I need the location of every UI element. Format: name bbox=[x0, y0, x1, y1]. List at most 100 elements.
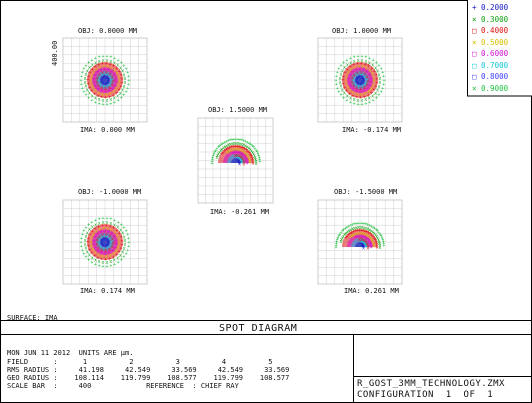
spot-marker: + bbox=[349, 100, 352, 106]
spot-marker: + bbox=[373, 88, 376, 94]
spot-marker: + bbox=[373, 236, 376, 242]
spot-marker: + bbox=[115, 253, 118, 259]
spot-marker: x bbox=[96, 80, 99, 86]
spot-marker: + bbox=[122, 225, 125, 231]
spot-marker: x bbox=[351, 233, 354, 239]
spot-marker: + bbox=[245, 159, 248, 165]
spot-marker: x bbox=[110, 228, 113, 234]
spot-marker: + bbox=[223, 140, 226, 146]
spot-marker: x bbox=[98, 72, 101, 78]
spot-marker: x bbox=[343, 91, 346, 97]
spot-marker: + bbox=[364, 55, 367, 61]
spot-marker: x bbox=[243, 150, 246, 156]
spot-marker: x bbox=[247, 146, 250, 152]
spot-marker: + bbox=[357, 84, 360, 90]
spot-marker: + bbox=[109, 77, 112, 83]
spot-marker: + bbox=[110, 231, 113, 237]
spot-marker: + bbox=[335, 82, 338, 88]
spot-marker: + bbox=[101, 223, 104, 229]
spot-marker: x bbox=[372, 75, 375, 81]
spot-marker: x bbox=[94, 250, 97, 256]
spot-marker: x bbox=[101, 260, 104, 266]
spot-marker: + bbox=[346, 234, 349, 240]
spot-marker: x bbox=[123, 234, 126, 240]
spot-marker: x bbox=[239, 148, 242, 154]
spot-marker: + bbox=[230, 145, 233, 151]
spot-marker: + bbox=[120, 242, 123, 248]
field-2-obj-label: OBJ: 1.0000 MM bbox=[332, 27, 392, 35]
spot-marker: x bbox=[374, 91, 377, 97]
spot-marker: x bbox=[351, 80, 354, 86]
spot-marker: + bbox=[354, 229, 357, 235]
spot-marker: + bbox=[342, 227, 345, 233]
spot-marker: + bbox=[113, 218, 116, 224]
spot-marker: + bbox=[377, 230, 380, 236]
spot-marker: x bbox=[123, 246, 126, 252]
spot-marker: x bbox=[374, 232, 377, 238]
spot-marker: x bbox=[91, 62, 94, 68]
spot-marker: + bbox=[232, 150, 235, 156]
spot-marker: + bbox=[345, 225, 348, 231]
spot-marker: + bbox=[93, 238, 96, 244]
spot-marker: x bbox=[358, 237, 361, 243]
spot-marker: + bbox=[355, 68, 358, 74]
spot-marker: + bbox=[218, 143, 221, 149]
spot-marker: x bbox=[226, 150, 229, 156]
spot-marker: x bbox=[225, 143, 228, 149]
spot-marker: + bbox=[381, 86, 384, 92]
spot-marker: x bbox=[254, 159, 257, 165]
spot-marker: + bbox=[79, 78, 82, 84]
spot-marker: + bbox=[248, 141, 251, 147]
spot-marker: + bbox=[337, 235, 340, 241]
spot-marker: x bbox=[237, 159, 240, 165]
spot-marker: x bbox=[103, 237, 106, 243]
spot-marker: x bbox=[238, 160, 241, 166]
spot-marker: + bbox=[253, 146, 256, 152]
spot-marker: + bbox=[90, 98, 93, 104]
spot-marker: + bbox=[112, 225, 115, 231]
spot-marker: x bbox=[364, 97, 367, 103]
spot-marker: x bbox=[367, 89, 370, 95]
spot-marker: x bbox=[378, 80, 381, 86]
field-1-ima-label: IMA: 0.000 MM bbox=[80, 126, 135, 134]
date-units-line: MON JUN 11 2012 UNITS ARE µm. bbox=[7, 349, 134, 357]
spot-marker: x bbox=[346, 85, 349, 91]
spot-marker: + bbox=[342, 74, 345, 80]
spot-marker: + bbox=[368, 100, 371, 106]
spot-marker: + bbox=[88, 85, 91, 91]
spot-marker: + bbox=[370, 66, 373, 72]
spot-marker: x bbox=[117, 241, 120, 247]
spot-marker: + bbox=[94, 100, 97, 106]
spot-marker: x bbox=[364, 226, 367, 232]
spot-marker: + bbox=[380, 89, 383, 95]
spot-marker: + bbox=[334, 245, 337, 251]
field-2-ima-label: IMA: -0.174 MM bbox=[342, 126, 402, 134]
spot-marker: + bbox=[87, 60, 90, 66]
spot-marker: x bbox=[366, 243, 369, 249]
spot-marker: + bbox=[258, 159, 261, 165]
spot-marker: + bbox=[81, 232, 84, 238]
spot-marker: + bbox=[94, 84, 97, 90]
spot-marker: + bbox=[106, 84, 109, 90]
spot-marker: x bbox=[371, 240, 374, 246]
spot-marker: + bbox=[102, 102, 105, 108]
spot-marker: + bbox=[101, 61, 104, 67]
spot-marker: + bbox=[216, 146, 219, 152]
spot-marker: x bbox=[368, 68, 371, 74]
spot-marker: + bbox=[94, 56, 97, 62]
spot-marker: + bbox=[367, 238, 370, 244]
spot-marker: + bbox=[107, 230, 110, 236]
spot-marker: x bbox=[353, 59, 356, 65]
spot-marker: + bbox=[113, 72, 116, 78]
spot-marker: + bbox=[336, 86, 339, 92]
spot-marker: + bbox=[256, 151, 259, 157]
spot-marker: x bbox=[115, 86, 118, 92]
spot-marker: + bbox=[104, 251, 107, 257]
spot-marker: x bbox=[215, 155, 218, 161]
spot-marker: + bbox=[109, 224, 112, 230]
spot-marker: + bbox=[104, 89, 107, 95]
scale-bar-label: 400.00 bbox=[51, 40, 59, 66]
spot-marker: + bbox=[93, 91, 96, 97]
spot-marker: x bbox=[109, 91, 112, 97]
spot-marker: + bbox=[358, 234, 361, 240]
